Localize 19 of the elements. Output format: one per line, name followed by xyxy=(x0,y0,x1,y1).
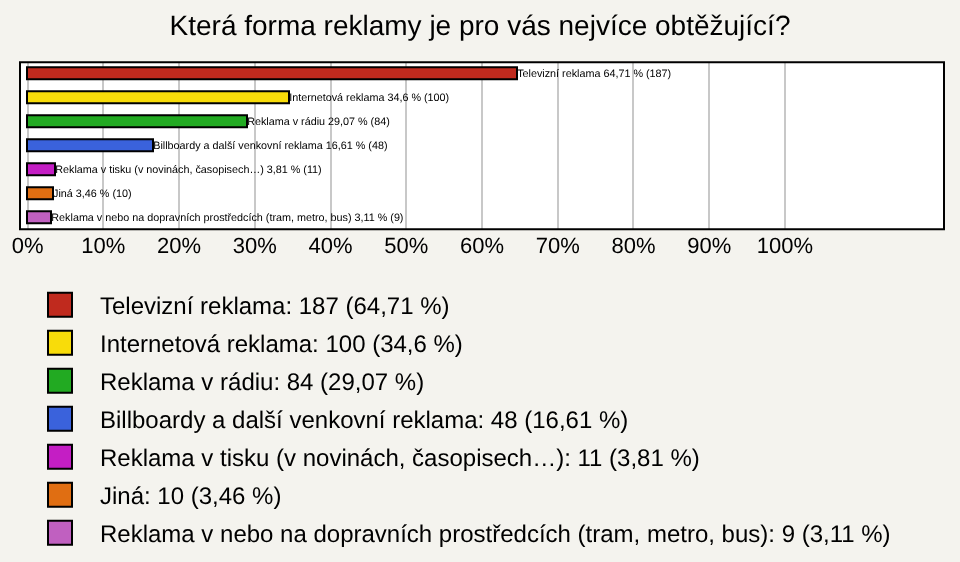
legend-label: Reklama v tisku (v novinách, časopisech…): 11 (3,81 %) xyxy=(100,444,700,473)
x-tick-label: 40% xyxy=(308,235,353,260)
chart-title: Která forma reklamy je pro vás nejvíce obtěžující? xyxy=(169,9,791,42)
x-tick-label: 50% xyxy=(384,235,429,260)
x-tick-label: 100% xyxy=(756,235,814,260)
x-tick-label: 90% xyxy=(687,235,732,260)
x-tick-label: 30% xyxy=(232,235,278,260)
x-tick-label: 70% xyxy=(535,235,581,260)
legend-label: Jiná: 10 (3,46 %) xyxy=(100,482,282,511)
legend-label: Internetová reklama: 100 (34,6 %) xyxy=(100,330,463,359)
x-tick-label: 80% xyxy=(611,235,656,260)
legend-label: Reklama v rádiu: 84 (29,07 %) xyxy=(100,368,425,397)
legend-label: Televizní reklama: 187 (64,71 %) xyxy=(100,292,450,321)
x-tick-label: 20% xyxy=(157,235,202,260)
x-tick-label: 10% xyxy=(81,235,126,260)
x-tick-label: 0% xyxy=(11,235,44,260)
x-tick-label: 60% xyxy=(459,235,505,260)
legend-label: Billboardy a další venkovní reklama: 48 (16,61 %) xyxy=(100,406,629,435)
legend-label: Reklama v nebo na dopravních prostředcích (tram, metro, bus): 9 (3,11 %) xyxy=(100,520,891,549)
